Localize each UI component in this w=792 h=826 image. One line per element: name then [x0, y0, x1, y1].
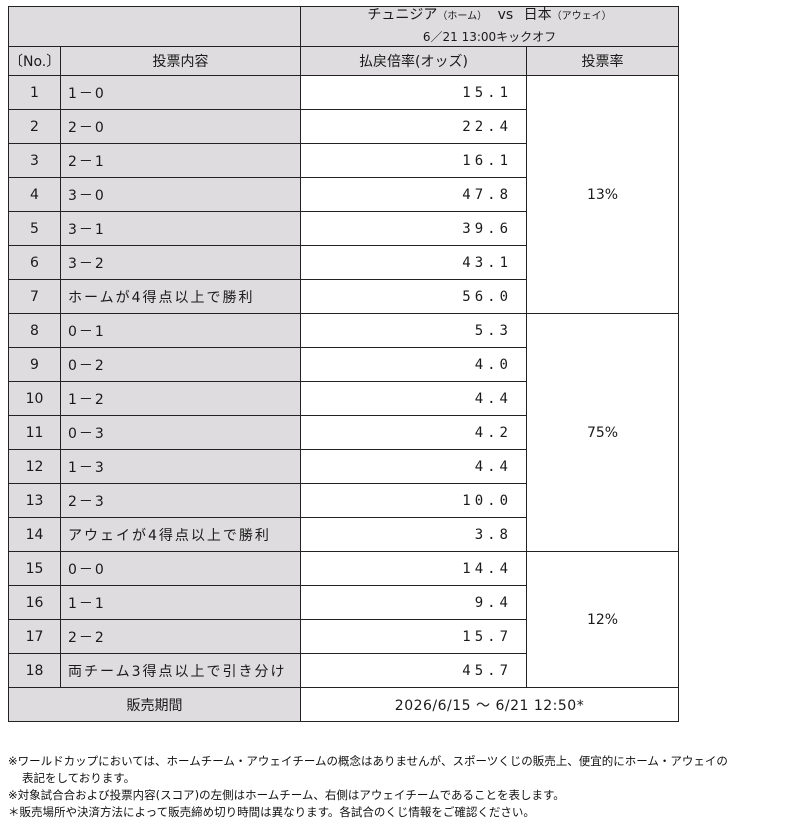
table-row: 1 1－0 15.1 13%	[8, 75, 680, 314]
note-1: ※ワールドカップにおいては、ホームチーム・アウェイチームの概念はありませんが、ス…	[8, 754, 728, 768]
sales-period-value: 2026/6/15 ～ 6/21 12:50*	[299, 687, 680, 722]
row-number: 5	[8, 211, 61, 246]
table-row: 16 1－1 9.4	[8, 585, 679, 620]
row-number: 11	[8, 415, 61, 450]
payout-odds: 4.0	[300, 347, 527, 382]
payout-odds: 14.4	[300, 551, 527, 586]
payout-odds: 16.1	[300, 143, 527, 178]
vote-rate-away-win: 75%	[525, 313, 680, 552]
odds-rows: 1 1－0 15.1 13% 2 2－0 22.4 3 2－1 16.1 4 3－0 47.8 5 3－1 3…	[8, 75, 680, 688]
vote-content: 1－2	[60, 381, 301, 416]
home-team: チュニジア	[367, 7, 438, 23]
home-tag: （ホーム）	[437, 11, 488, 22]
vote-content: 3－2	[60, 245, 301, 280]
vote-content: ホームが4得点以上で勝利	[60, 279, 301, 314]
table-row: 14 アウェイが4得点以上で勝利 3.8	[8, 517, 679, 552]
table-row: 4 3－0 47.8	[8, 177, 679, 212]
vote-content: 3－0	[60, 177, 301, 212]
note-2: ※対象試合合および投票内容(スコア)の左側はホームチーム、右側はアウェイチームで…	[8, 788, 565, 802]
payout-odds: 39.6	[300, 211, 527, 246]
sales-period-label: 販売期間	[8, 687, 301, 722]
vote-rate-home-win: 13%	[525, 75, 680, 314]
payout-odds: 47.8	[300, 177, 527, 212]
table-row: 17 2－2 15.7	[8, 619, 679, 654]
vote-content: 0－3	[60, 415, 301, 450]
table-row: 13 2－3 10.0	[8, 483, 679, 518]
payout-odds: 4.2	[300, 415, 527, 450]
note-1-continued: 表記をしております。	[22, 771, 136, 785]
row-number: 13	[8, 483, 61, 518]
row-number: 3	[8, 143, 61, 178]
header-blank-cell	[8, 6, 301, 47]
payout-odds: 5.3	[300, 313, 527, 348]
odds-table: チュニジア（ホーム） vs 日本（アウェイ） 6／21 13:00キックオフ 〔…	[8, 6, 680, 722]
payout-odds: 4.4	[300, 449, 527, 484]
table-row: 7 ホームが4得点以上で勝利 56.0	[8, 279, 679, 314]
match-teams: チュニジア（ホーム） vs 日本（アウェイ）	[301, 7, 678, 25]
notes: ※ワールドカップにおいては、ホームチーム・アウェイチームの概念はありませんが、ス…	[8, 753, 790, 821]
table-row: 9 0－2 4.0	[8, 347, 679, 382]
table-row: 2 2－0 22.4	[8, 109, 679, 144]
kickoff-time: 6／21 13:00キックオフ	[422, 30, 557, 44]
table-row: 8 0－1 5.3 75%	[8, 313, 680, 552]
vote-content: 1－1	[60, 585, 301, 620]
vs-label: vs	[497, 7, 514, 23]
vote-content: 0－0	[60, 551, 301, 586]
row-number: 15	[8, 551, 61, 586]
vote-content: 2－2	[60, 619, 301, 654]
match-header: チュニジア（ホーム） vs 日本（アウェイ） 6／21 13:00キックオフ	[299, 6, 680, 47]
payout-odds: 15.1	[300, 75, 527, 110]
away-team: 日本	[523, 7, 552, 23]
row-number: 8	[8, 313, 61, 348]
column-header-content: 投票内容	[60, 46, 301, 76]
note-3: ＊販売場所や決済方法によって販売締め切り時間は異なります。各試合のくじ情報をご確…	[8, 805, 535, 819]
odds-table-container: チュニジア（ホーム） vs 日本（アウェイ） 6／21 13:00キックオフ 〔…	[8, 6, 680, 722]
vote-content: 3－1	[60, 211, 301, 246]
vote-content: 2－0	[60, 109, 301, 144]
row-number: 7	[8, 279, 61, 314]
payout-odds: 45.7	[300, 653, 527, 688]
row-number: 4	[8, 177, 61, 212]
payout-odds: 22.4	[300, 109, 527, 144]
vote-content: 2－3	[60, 483, 301, 518]
row-number: 9	[8, 347, 61, 382]
away-tag: （アウェイ）	[551, 11, 612, 22]
row-number: 6	[8, 245, 61, 280]
row-number: 18	[8, 653, 61, 688]
vote-content: 2－1	[60, 143, 301, 178]
row-number: 17	[8, 619, 61, 654]
payout-odds: 3.8	[300, 517, 527, 552]
payout-odds: 43.1	[300, 245, 527, 280]
table-row: 5 3－1 39.6	[8, 211, 679, 246]
row-number: 2	[8, 109, 61, 144]
table-row: 10 1－2 4.4	[8, 381, 679, 416]
column-header-rate: 投票率	[525, 46, 680, 76]
row-number: 14	[8, 517, 61, 552]
table-row: 18 両チーム3得点以上で引き分け 45.7	[8, 653, 679, 688]
table-row: 12 1－3 4.4	[8, 449, 679, 484]
payout-odds: 4.4	[300, 381, 527, 416]
vote-content: 両チーム3得点以上で引き分け	[60, 653, 301, 688]
table-row: 11 0－3 4.2	[8, 415, 679, 450]
payout-odds: 10.0	[300, 483, 527, 518]
payout-odds: 9.4	[300, 585, 527, 620]
payout-odds: 15.7	[300, 619, 527, 654]
row-number: 16	[8, 585, 61, 620]
vote-content: 1－3	[60, 449, 301, 484]
table-row: 3 2－1 16.1	[8, 143, 679, 178]
row-number: 10	[8, 381, 61, 416]
column-header-odds: 払戻倍率(オッズ)	[300, 46, 527, 76]
vote-content: 1－0	[60, 75, 301, 110]
vote-content: 0－2	[60, 347, 301, 382]
vote-content: アウェイが4得点以上で勝利	[60, 517, 301, 552]
payout-odds: 56.0	[300, 279, 527, 314]
row-number: 12	[8, 449, 61, 484]
vote-content: 0－1	[60, 313, 301, 348]
row-number: 1	[8, 75, 61, 110]
table-row: 15 0－0 14.4 12%	[8, 551, 680, 688]
column-header-no: 〔No.〕	[8, 46, 61, 76]
vote-rate-draw: 12%	[525, 551, 680, 688]
